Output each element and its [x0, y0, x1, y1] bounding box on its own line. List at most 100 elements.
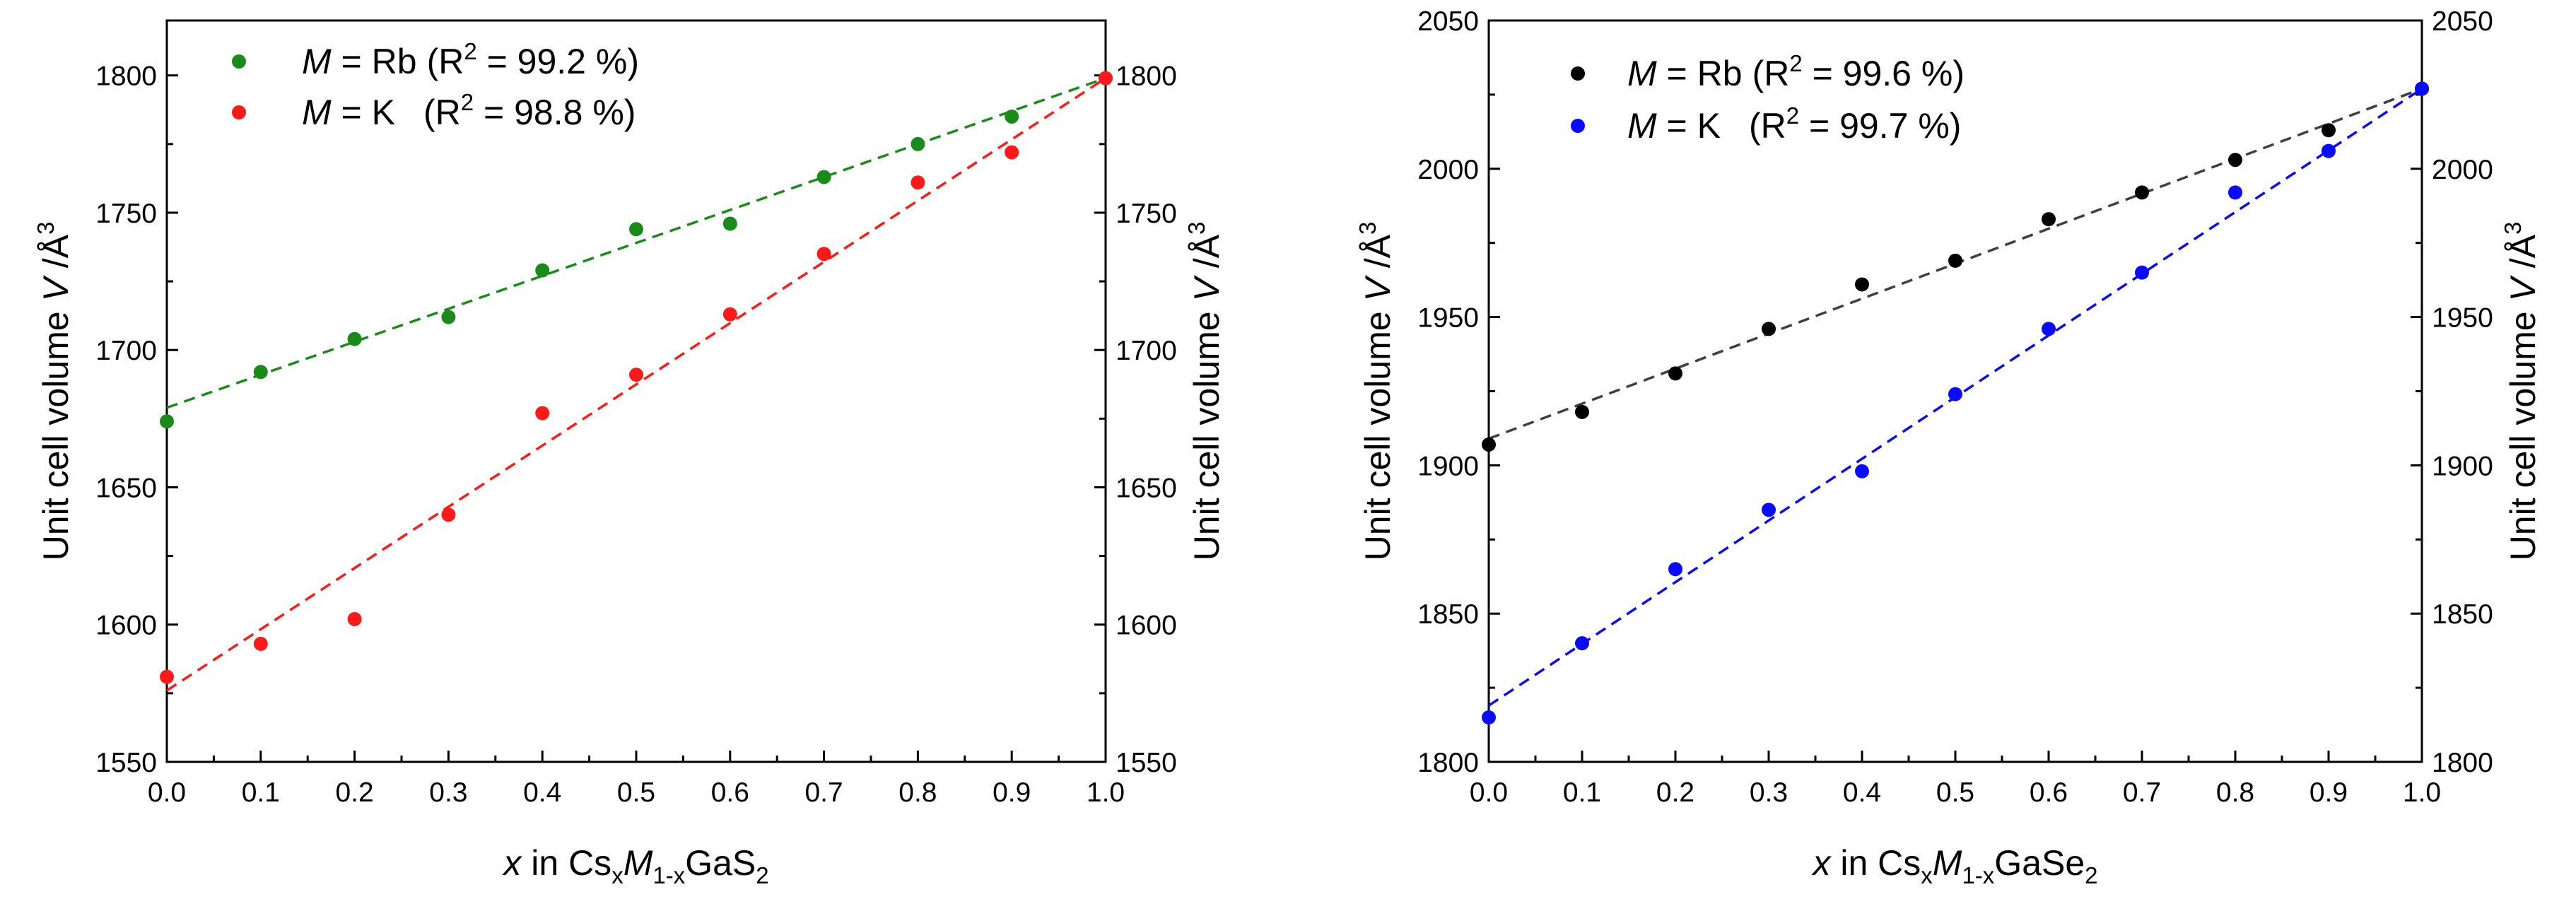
y-tick-label-left: 1750	[95, 199, 157, 229]
y-axis-title-sup: 3	[2500, 222, 2526, 235]
x-axis-title-text: GaS	[685, 843, 756, 883]
x-tick-label: 1.0	[2403, 777, 2441, 808]
legend-stat: (R	[1752, 54, 1790, 93]
x-tick-label: 0.4	[523, 777, 561, 808]
data-point-rb	[1005, 109, 1019, 124]
data-point-rb	[1668, 366, 1682, 381]
data-point-rb	[722, 216, 737, 231]
y-tick-label-left: 1950	[1417, 303, 1479, 334]
y-tick-label-right: 2000	[2432, 155, 2493, 185]
data-point-k	[2228, 185, 2242, 200]
y-axis-title-text: /Å	[2503, 234, 2543, 278]
data-point-k	[1005, 145, 1019, 160]
y-tick-label-left: 1700	[95, 336, 157, 366]
data-point-rb	[1575, 404, 1589, 419]
x-tick-label: 0.0	[148, 777, 186, 808]
data-point-k	[1482, 710, 1496, 725]
legend-text: = Rb	[332, 42, 417, 81]
y-tick-label-right: 1550	[1116, 748, 1177, 778]
legend-text: = K	[332, 93, 395, 132]
x-axis-title-text: in Cs	[1830, 843, 1921, 883]
data-point-k	[2415, 81, 2429, 96]
data-point-k	[535, 406, 550, 421]
y-axis-title-text: /Å	[1187, 234, 1226, 278]
y-axis-title-sup: 3	[1354, 222, 1381, 235]
x-axis-title-sub: x	[611, 862, 623, 888]
y-axis-title-text: /Å	[1358, 234, 1398, 278]
x-tick-label: 0.0	[1470, 777, 1508, 808]
x-tick-label: 0.3	[429, 777, 467, 808]
y-tick-label-right: 1800	[2432, 748, 2493, 778]
y-tick-label-left: 1650	[95, 473, 157, 503]
data-point-k	[722, 307, 737, 322]
x-axis-title-text: GaSe	[1994, 843, 2085, 883]
fit-line-rb	[166, 76, 1106, 409]
x-axis-title: x in CsxM1-xGaS2	[502, 843, 768, 888]
data-point-rb	[253, 365, 268, 380]
y-axis-title-text: Unit cell volume	[1358, 302, 1398, 561]
y-tick-label-right: 1900	[2432, 451, 2493, 481]
legend-sup: 2	[464, 38, 476, 64]
data-point-k	[911, 175, 925, 190]
x-tick-label: 0.5	[1936, 777, 1974, 808]
y-axis-title-text: /Å	[36, 234, 76, 278]
data-point-rb	[535, 263, 550, 278]
legend-stat: = 99.2 %)	[477, 42, 639, 81]
legend-sup: 2	[1786, 102, 1799, 129]
data-point-rb	[441, 310, 456, 324]
data-point-k	[1099, 71, 1113, 86]
y-axis-title-text: Unit cell volume	[2503, 302, 2543, 561]
data-point-rb	[911, 136, 925, 151]
legend-stat: (R	[427, 42, 464, 81]
x-tick-label: 0.1	[242, 777, 280, 808]
legend-stat: = 99.7 %)	[1799, 106, 1961, 146]
x-axis-title-sub: 2	[756, 862, 768, 888]
y-axis-title-text: Unit cell volume	[1187, 302, 1226, 561]
legend-var: M	[302, 93, 332, 132]
x-tick-label: 0.7	[2123, 777, 2161, 808]
data-point-rb	[2042, 212, 2056, 227]
x-axis-title-sub: 2	[2085, 862, 2097, 888]
data-point-rb	[347, 331, 362, 346]
legend-marker-rb	[232, 54, 246, 69]
y-tick-label-right: 2050	[2432, 6, 2493, 37]
legend-var: M	[1627, 54, 1657, 93]
y-tick-label-left: 2000	[1417, 155, 1479, 185]
data-point-rb	[816, 170, 831, 184]
x-tick-label: 1.0	[1087, 777, 1125, 808]
legend-marker-rb	[1571, 66, 1585, 81]
x-tick-label: 0.2	[1656, 777, 1694, 808]
data-point-rb	[2135, 185, 2149, 200]
y-tick-label-left: 1600	[95, 611, 157, 641]
legend-label-k: M = K (R2 = 98.8 %)	[302, 89, 636, 132]
data-point-k	[1575, 636, 1589, 651]
y-axis-title-var: V	[1358, 275, 1398, 302]
x-axis-title-var: M	[623, 843, 653, 883]
x-axis-title: x in CsxM1-xGaSe2	[1811, 843, 2097, 888]
x-tick-label: 0.1	[1563, 777, 1601, 808]
y-tick-label-right: 1950	[2432, 303, 2493, 334]
legend-label-k: M = K (R2 = 99.7 %)	[1627, 102, 1961, 146]
legend-label-rb: M = Rb (R2 = 99.6 %)	[1627, 50, 1965, 93]
legend-var: M	[302, 42, 332, 81]
data-point-k	[2042, 322, 2056, 336]
data-point-k	[629, 368, 643, 382]
legend-stat: = 98.8 %)	[474, 93, 636, 132]
data-point-rb	[629, 222, 643, 237]
data-point-rb	[2322, 123, 2336, 138]
y-axis-title-sup: 3	[33, 222, 59, 235]
y-tick-label-left: 1800	[95, 61, 157, 92]
data-point-rb	[1948, 253, 1962, 268]
data-point-k	[1668, 562, 1682, 577]
x-tick-label: 0.7	[804, 777, 843, 808]
data-point-k	[347, 611, 362, 626]
x-tick-label: 0.2	[335, 777, 373, 808]
x-axis-title-sub: 1-x	[652, 862, 685, 888]
data-point-k	[2135, 265, 2149, 280]
legend-text: = K	[1657, 106, 1721, 146]
x-tick-label: 0.3	[1750, 777, 1788, 808]
y-axis-title-left: Unit cell volume V /Å3	[33, 222, 76, 561]
legend-marker-k	[1571, 119, 1585, 133]
